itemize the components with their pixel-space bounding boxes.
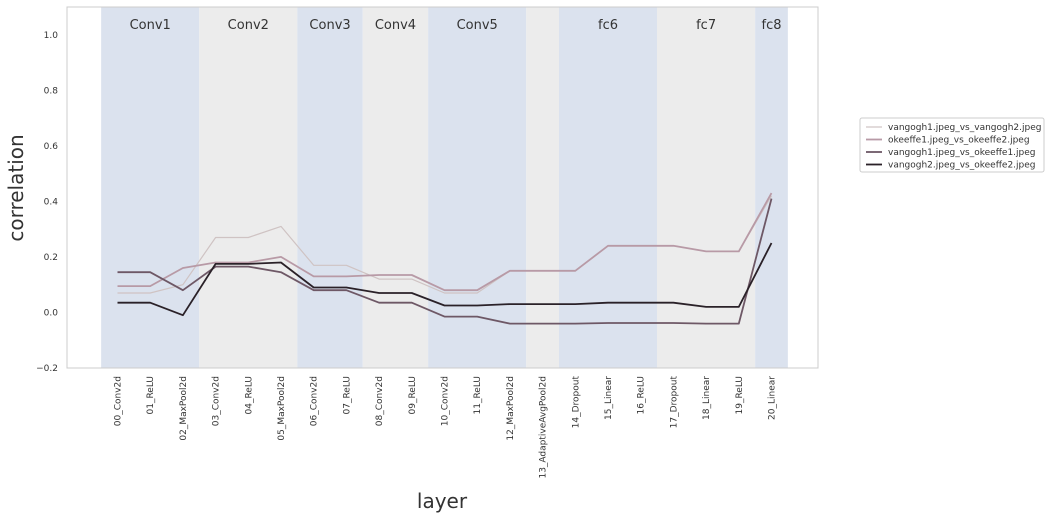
x-tick-label: 18_Linear (702, 376, 712, 420)
x-tick-label: 17_Dropout (669, 376, 679, 429)
band-label-conv2: Conv2 (228, 18, 269, 33)
legend-label: okeeffe1.jpeg_vs_okeeffe2.jpeg (888, 136, 1030, 146)
x-tick-label: 12_MaxPool2d (506, 376, 516, 441)
x-tick-label: 06_Conv2d (310, 376, 320, 426)
y-tick-label: 0.4 (44, 197, 59, 207)
series-line-3 (117, 198, 773, 325)
band-fc7 (657, 7, 756, 368)
series-lines (117, 192, 773, 325)
legend-box (859, 117, 1045, 173)
x-tick-label: 13_AdaptiveAvgPool2d (539, 376, 549, 479)
band-fc8 (755, 7, 788, 368)
x-tick-label: 03_Conv2d (212, 376, 222, 426)
y-tick-label: 1.0 (44, 31, 59, 41)
x-axis-label: layer (417, 489, 468, 513)
band-label-conv4: Conv4 (375, 18, 416, 33)
band-fc6 (558, 7, 658, 368)
band-label-conv1: Conv1 (130, 18, 171, 33)
x-tick-label: 15_Linear (604, 376, 614, 420)
x-tick-label: 09_ReLU (408, 376, 418, 415)
legend-label: vangogh1.jpeg_vs_vangogh2.jpeg (888, 123, 1041, 133)
x-tick-label: 02_MaxPool2d (179, 376, 189, 441)
band-conv1 (101, 7, 200, 368)
y-axis-ticks: −0.2 0.0 0.2 0.4 0.6 0.8 1.0 (36, 31, 58, 374)
y-tick-label: −0.2 (36, 364, 58, 374)
x-tick-label: 08_Conv2d (375, 376, 385, 426)
band-label-conv5: Conv5 (457, 18, 498, 33)
x-tick-label: 04_ReLU (244, 376, 254, 415)
y-tick-label: 0.2 (44, 253, 58, 263)
y-tick-label: 0.0 (44, 308, 59, 318)
x-tick-label: 14_Dropout (571, 376, 581, 429)
band-label-conv3: Conv3 (309, 18, 350, 33)
band-conv3 (297, 7, 363, 368)
plot-frame (66, 6, 819, 369)
y-axis-label: correlation (4, 134, 28, 241)
x-tick-label: 20_Linear (768, 376, 778, 420)
x-tick-label: 19_ReLU (735, 376, 745, 415)
band-unlabeled-5 (526, 7, 559, 368)
x-tick-label: 10_Conv2d (441, 376, 451, 426)
legend-label: vangogh1.jpeg_vs_okeeffe1.jpeg (888, 148, 1036, 158)
band-label-fc8: fc8 (762, 18, 782, 33)
legend: vangogh1.jpeg_vs_vangogh2.jpeg okeeffe1.j… (859, 117, 1045, 173)
y-tick-label: 0.6 (44, 142, 59, 152)
legend-items: vangogh1.jpeg_vs_vangogh2.jpeg okeeffe1.j… (866, 123, 1041, 171)
y-tick-label: 0.8 (44, 86, 59, 96)
band-label-fc7: fc7 (696, 18, 716, 33)
x-tick-label: 05_MaxPool2d (277, 376, 287, 441)
x-tick-label: 11_ReLU (473, 376, 483, 415)
x-axis-ticks: 00_Conv2d 01_ReLU 02_MaxPool2d 03_Conv2d 04_… (114, 376, 778, 479)
series-line-2 (117, 192, 773, 292)
legend-label: vangogh2.jpeg_vs_okeeffe2.jpeg (888, 161, 1036, 171)
x-tick-label: 07_ReLU (342, 376, 352, 415)
x-tick-label: 00_Conv2d (114, 376, 124, 426)
layer-bands (101, 7, 788, 368)
band-conv5 (428, 7, 527, 368)
band-labels: Conv1 Conv2 Conv3 Conv4 Conv5 fc6 fc7 fc8 (130, 18, 782, 33)
band-conv2 (199, 7, 298, 368)
series-line-4 (117, 242, 773, 317)
band-conv4 (362, 7, 429, 368)
band-label-fc6: fc6 (598, 18, 618, 33)
x-tick-label: 16_ReLU (637, 376, 647, 415)
x-tick-label: 01_ReLU (146, 376, 156, 415)
